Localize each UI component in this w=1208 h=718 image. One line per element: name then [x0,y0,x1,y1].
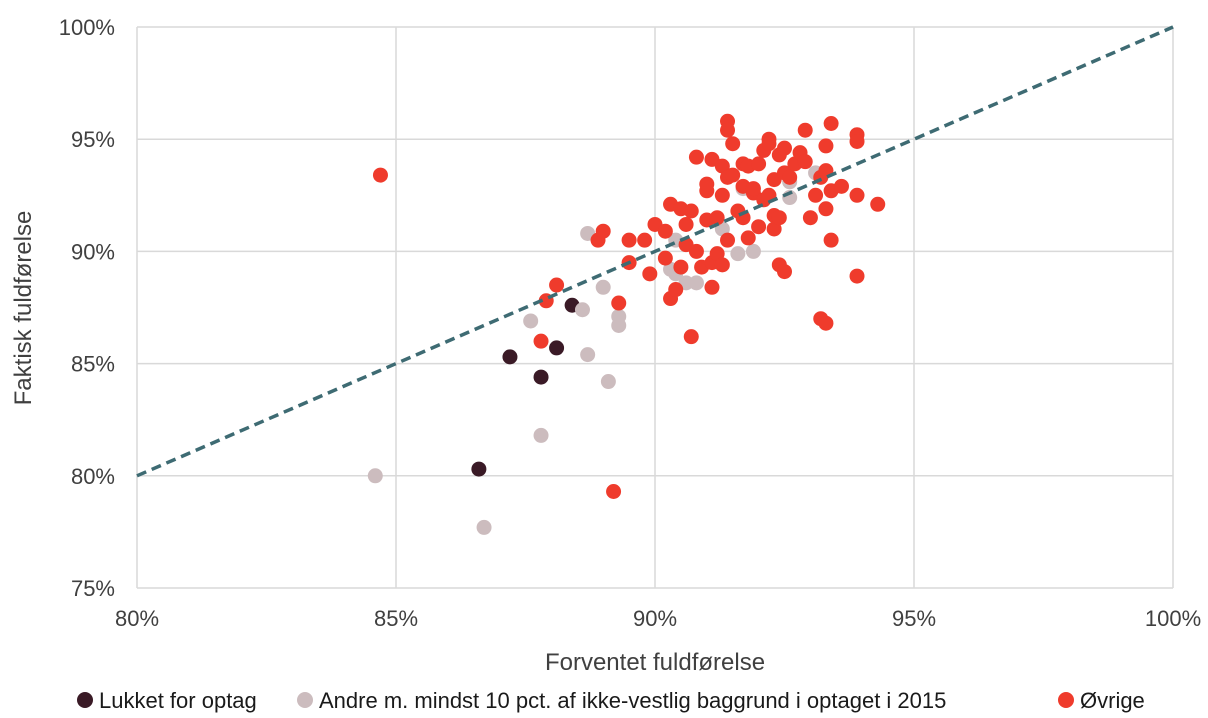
data-point-series-3 [714,158,730,174]
x-axis-ticks: 80% 85% 90% 95% 100% [115,606,1201,631]
data-point-series-3 [657,250,673,266]
legend-label: Andre m. mindst 10 pct. af ikke-vestlig … [319,688,946,713]
data-point-series-3 [533,333,549,349]
data-point-series-3 [818,315,834,331]
data-point-series-3 [372,167,388,183]
legend-marker [297,692,313,708]
data-point-series-2 [476,519,492,535]
data-point-series-3 [777,264,792,280]
data-point-series-3 [818,201,834,217]
data-point-series-3 [657,223,673,239]
data-point-series-3 [823,115,839,131]
data-point-series-1 [502,349,518,365]
data-point-series-3 [761,136,777,152]
data-point-series-2 [745,243,761,259]
data-point-series-3 [849,187,865,203]
y-tick-label: 80% [71,464,115,489]
legend-marker [77,692,93,708]
data-point-series-2 [730,246,746,262]
data-point-series-3 [823,232,839,248]
data-point-series-3 [595,223,611,239]
y-tick-label: 100% [59,15,115,40]
data-point-series-3 [714,257,730,273]
y-tick-label: 95% [71,127,115,152]
data-point-series-2 [600,374,616,390]
data-point-series-3 [797,122,813,138]
data-point-series-3 [751,156,767,172]
data-point-series-3 [802,210,818,226]
data-point-series-3 [709,210,725,226]
data-point-series-3 [777,140,792,156]
data-point-series-2 [595,279,611,295]
data-point-series-2 [611,317,627,333]
data-point-series-3 [808,187,824,203]
data-point-series-3 [699,176,715,192]
data-point-series-3 [611,295,627,311]
data-point-series-1 [549,340,565,356]
data-point-series-3 [870,196,886,212]
data-point-series-3 [766,221,782,237]
data-point-series-3 [688,243,704,259]
data-point-series-2 [688,275,704,291]
x-tick-label: 90% [633,606,677,631]
y-tick-label: 85% [71,352,115,377]
data-point-series-3 [797,154,813,170]
data-point-series-3 [709,246,725,262]
data-point-series-3 [678,216,694,232]
data-point-series-2 [523,313,539,329]
data-point-series-1 [471,461,487,477]
data-point-series-3 [751,219,767,235]
data-point-series-3 [782,169,798,185]
data-point-series-2 [580,347,596,363]
data-point-series-3 [688,149,704,165]
data-point-series-3 [720,232,736,248]
x-tick-label: 95% [892,606,936,631]
y-axis-title: Faktisk fuldførelse [10,211,37,406]
legend: Lukket for optag Andre m. mindst 10 pct. … [77,688,1145,713]
data-point-series-3 [745,181,761,197]
reference-line [136,25,1174,478]
data-point-series-3 [818,138,834,154]
x-axis-title: Forventet fuldførelse [545,649,765,676]
data-point-series-3 [683,203,699,219]
x-tick-label: 80% [115,606,159,631]
data-point-series-3 [704,279,720,295]
grid [136,26,1174,589]
data-point-series-3 [549,277,565,293]
data-point-series-3 [849,133,865,149]
data-points [367,113,886,535]
data-point-series-3 [740,230,756,246]
data-point-series-3 [621,232,637,248]
data-point-series-3 [673,259,689,275]
data-point-series-3 [668,282,684,298]
data-point-series-3 [637,232,653,248]
legend-label: Øvrige [1080,688,1145,713]
y-axis-ticks: 75% 80% 85% 90% 95% 100% [59,15,115,601]
y-tick-label: 75% [71,576,115,601]
data-point-series-3 [725,136,741,152]
x-tick-label: 85% [374,606,418,631]
data-point-series-3 [683,329,699,345]
x-tick-label: 100% [1145,606,1201,631]
data-point-series-1 [533,369,549,385]
legend-marker [1058,692,1074,708]
legend-label: Lukket for optag [99,688,257,713]
data-point-series-3 [720,122,736,138]
data-point-series-2 [574,302,590,318]
data-point-series-2 [533,427,549,443]
data-point-series-3 [833,178,849,194]
data-point-series-3 [849,268,865,284]
y-tick-label: 90% [71,239,115,264]
data-point-series-3 [642,266,658,282]
data-point-series-2 [367,468,383,484]
data-point-series-3 [725,167,741,183]
data-point-series-3 [714,187,730,203]
data-point-series-3 [606,484,622,500]
data-point-series-3 [771,210,787,226]
